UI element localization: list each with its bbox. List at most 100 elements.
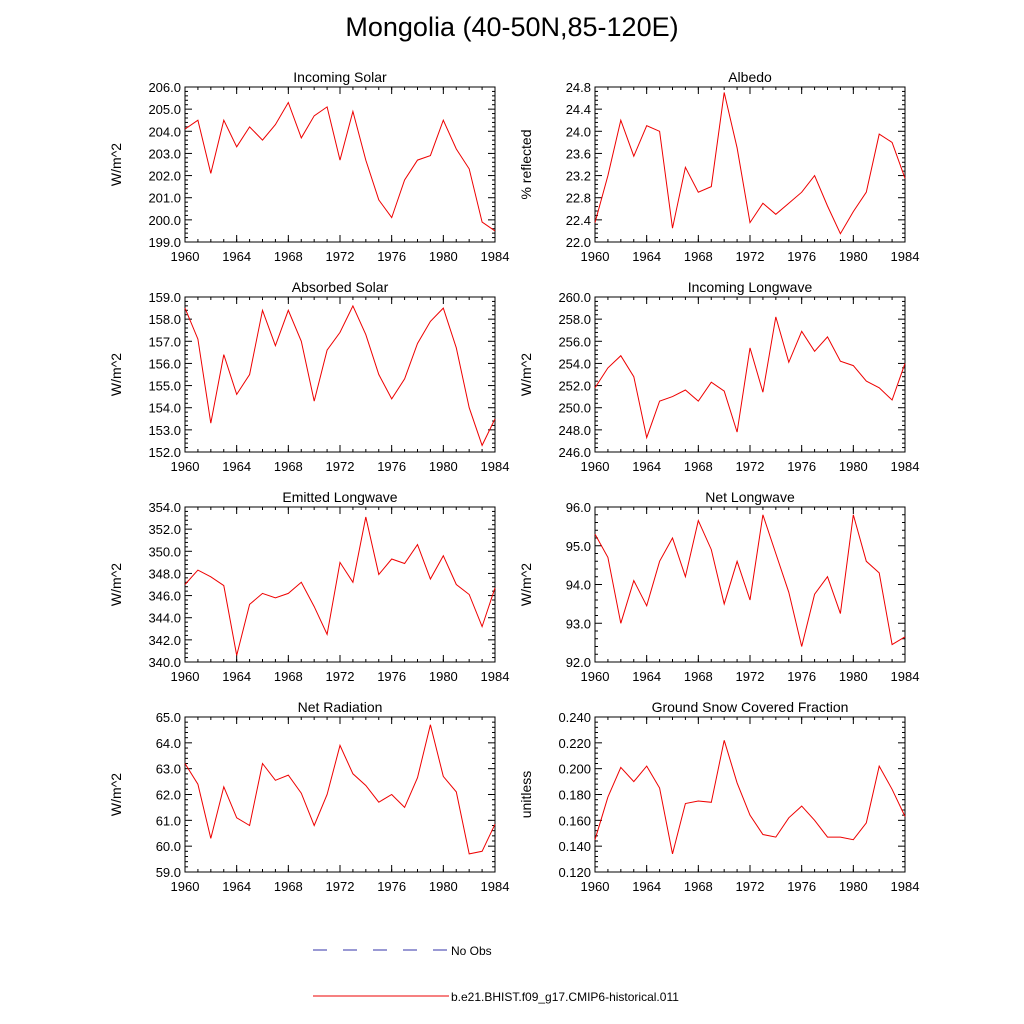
y-axis-label: unitless (518, 771, 534, 818)
plot-frame (184, 716, 496, 873)
y-tick-label: 22.0 (566, 235, 591, 250)
x-tick-label: 1964 (632, 879, 661, 894)
x-tick-label: 1984 (481, 669, 510, 684)
x-tick-label: 1984 (891, 249, 920, 264)
x-tick-label: 1972 (326, 459, 355, 474)
y-tick-label: 24.8 (566, 80, 591, 95)
plot-frame (594, 86, 906, 243)
y-axis-label: W/m^2 (108, 563, 124, 606)
panel-title: Albedo (728, 69, 772, 85)
y-tick-label: 342.0 (148, 633, 181, 648)
chart-panel-6: 1960 1964 1968 1972 1976 1980 1984 59.0 60.0 61.0… (108, 699, 509, 894)
y-tick-label: 23.6 (566, 146, 591, 161)
y-tick-label: 348.0 (148, 566, 181, 581)
x-tick-label: 1972 (736, 249, 765, 264)
x-tick-label: 1980 (429, 669, 458, 684)
y-tick-label: 153.0 (148, 423, 181, 438)
x-tick-label: 1976 (787, 249, 816, 264)
x-tick-label: 1980 (429, 459, 458, 474)
x-tick-label: 1960 (581, 669, 610, 684)
x-tick-label: 1984 (891, 879, 920, 894)
panel-title: Net Radiation (298, 699, 383, 715)
y-tick-label: 95.0 (566, 539, 591, 554)
series-line (594, 740, 906, 855)
panel-title: Incoming Solar (293, 69, 387, 85)
chart-panel-4: 1960 1964 1968 1972 1976 1980 1984 340.0 342.0 34… (108, 489, 509, 684)
x-tick-label: 1964 (632, 669, 661, 684)
legend-label-1: b.e21.BHIST.f09_g17.CMIP6-historical.011 (451, 990, 679, 1004)
y-tick-label: 200.0 (148, 213, 181, 228)
y-axis-label: W/m^2 (518, 353, 534, 396)
y-tick-label: 352.0 (148, 522, 181, 537)
x-tick-label: 1964 (222, 249, 251, 264)
panel-title: Ground Snow Covered Fraction (652, 699, 849, 715)
x-tick-label: 1968 (684, 459, 713, 474)
y-tick-label: 0.160 (558, 813, 591, 828)
y-tick-label: 205.0 (148, 102, 181, 117)
x-tick-label: 1980 (839, 249, 868, 264)
chart-panel-2: 1960 1964 1968 1972 1976 1980 1984 152.0 153.0 15… (108, 279, 509, 474)
x-tick-label: 1980 (429, 249, 458, 264)
chart-panel-7: 1960 1964 1968 1972 1976 1980 1984 0.120 0.140 0.… (518, 699, 919, 894)
x-tick-label: 1980 (839, 459, 868, 474)
y-tick-label: 256.0 (558, 334, 591, 349)
series-line (594, 92, 906, 235)
x-tick-label: 1972 (736, 669, 765, 684)
y-tick-label: 0.120 (558, 865, 591, 880)
x-tick-label: 1960 (581, 879, 610, 894)
y-tick-label: 202.0 (148, 169, 181, 184)
x-tick-label: 1968 (684, 249, 713, 264)
x-tick-label: 1980 (839, 669, 868, 684)
y-tick-label: 61.0 (156, 813, 181, 828)
y-tick-label: 204.0 (148, 124, 181, 139)
plot-frame (594, 296, 906, 453)
chart-panel-1: 1960 1964 1968 1972 1976 1980 1984 22.0 22.4 22.8… (518, 69, 919, 264)
series-line (184, 101, 496, 232)
chart-panel-5: 1960 1964 1968 1972 1976 1980 1984 92.0 93.0 94.0… (518, 489, 919, 684)
x-tick-label: 1972 (326, 669, 355, 684)
y-axis-label: % reflected (518, 129, 534, 199)
x-tick-label: 1964 (222, 669, 251, 684)
legend: No Obs b.e21.BHIST.f09_g17.CMIP6-historic… (313, 944, 679, 1004)
series-line (184, 724, 496, 855)
x-tick-label: 1976 (787, 879, 816, 894)
y-tick-label: 260.0 (558, 290, 591, 305)
y-tick-label: 60.0 (156, 839, 181, 854)
y-tick-label: 199.0 (148, 235, 181, 250)
y-tick-label: 157.0 (148, 334, 181, 349)
y-tick-label: 254.0 (558, 356, 591, 371)
x-tick-label: 1960 (171, 249, 200, 264)
y-axis-label: W/m^2 (108, 143, 124, 186)
y-tick-label: 0.180 (558, 788, 591, 803)
y-tick-label: 248.0 (558, 423, 591, 438)
x-tick-label: 1976 (787, 669, 816, 684)
y-tick-label: 158.0 (148, 312, 181, 327)
x-tick-label: 1968 (684, 669, 713, 684)
y-tick-label: 24.4 (566, 102, 591, 117)
x-tick-label: 1968 (274, 249, 303, 264)
y-tick-label: 59.0 (156, 865, 181, 880)
y-tick-label: 0.240 (558, 710, 591, 725)
y-tick-label: 155.0 (148, 379, 181, 394)
plot-frame (594, 716, 906, 873)
y-tick-label: 64.0 (156, 736, 181, 751)
chart-panel-0: 1960 1964 1968 1972 1976 1980 1984 199.0 200.0 20… (108, 69, 509, 264)
x-tick-label: 1984 (891, 459, 920, 474)
series-line (594, 514, 906, 647)
panel-title: Emitted Longwave (282, 489, 397, 505)
x-tick-label: 1960 (581, 459, 610, 474)
y-tick-label: 62.0 (156, 788, 181, 803)
x-tick-label: 1980 (839, 879, 868, 894)
x-tick-label: 1972 (736, 459, 765, 474)
y-tick-label: 152.0 (148, 445, 181, 460)
y-tick-label: 96.0 (566, 500, 591, 515)
plot-frame (184, 86, 496, 243)
y-tick-label: 94.0 (566, 578, 591, 593)
plot-frame (184, 296, 496, 453)
y-tick-label: 0.200 (558, 762, 591, 777)
x-tick-label: 1984 (481, 879, 510, 894)
x-tick-label: 1964 (222, 459, 251, 474)
y-tick-label: 23.2 (566, 169, 591, 184)
x-tick-label: 1976 (377, 879, 406, 894)
